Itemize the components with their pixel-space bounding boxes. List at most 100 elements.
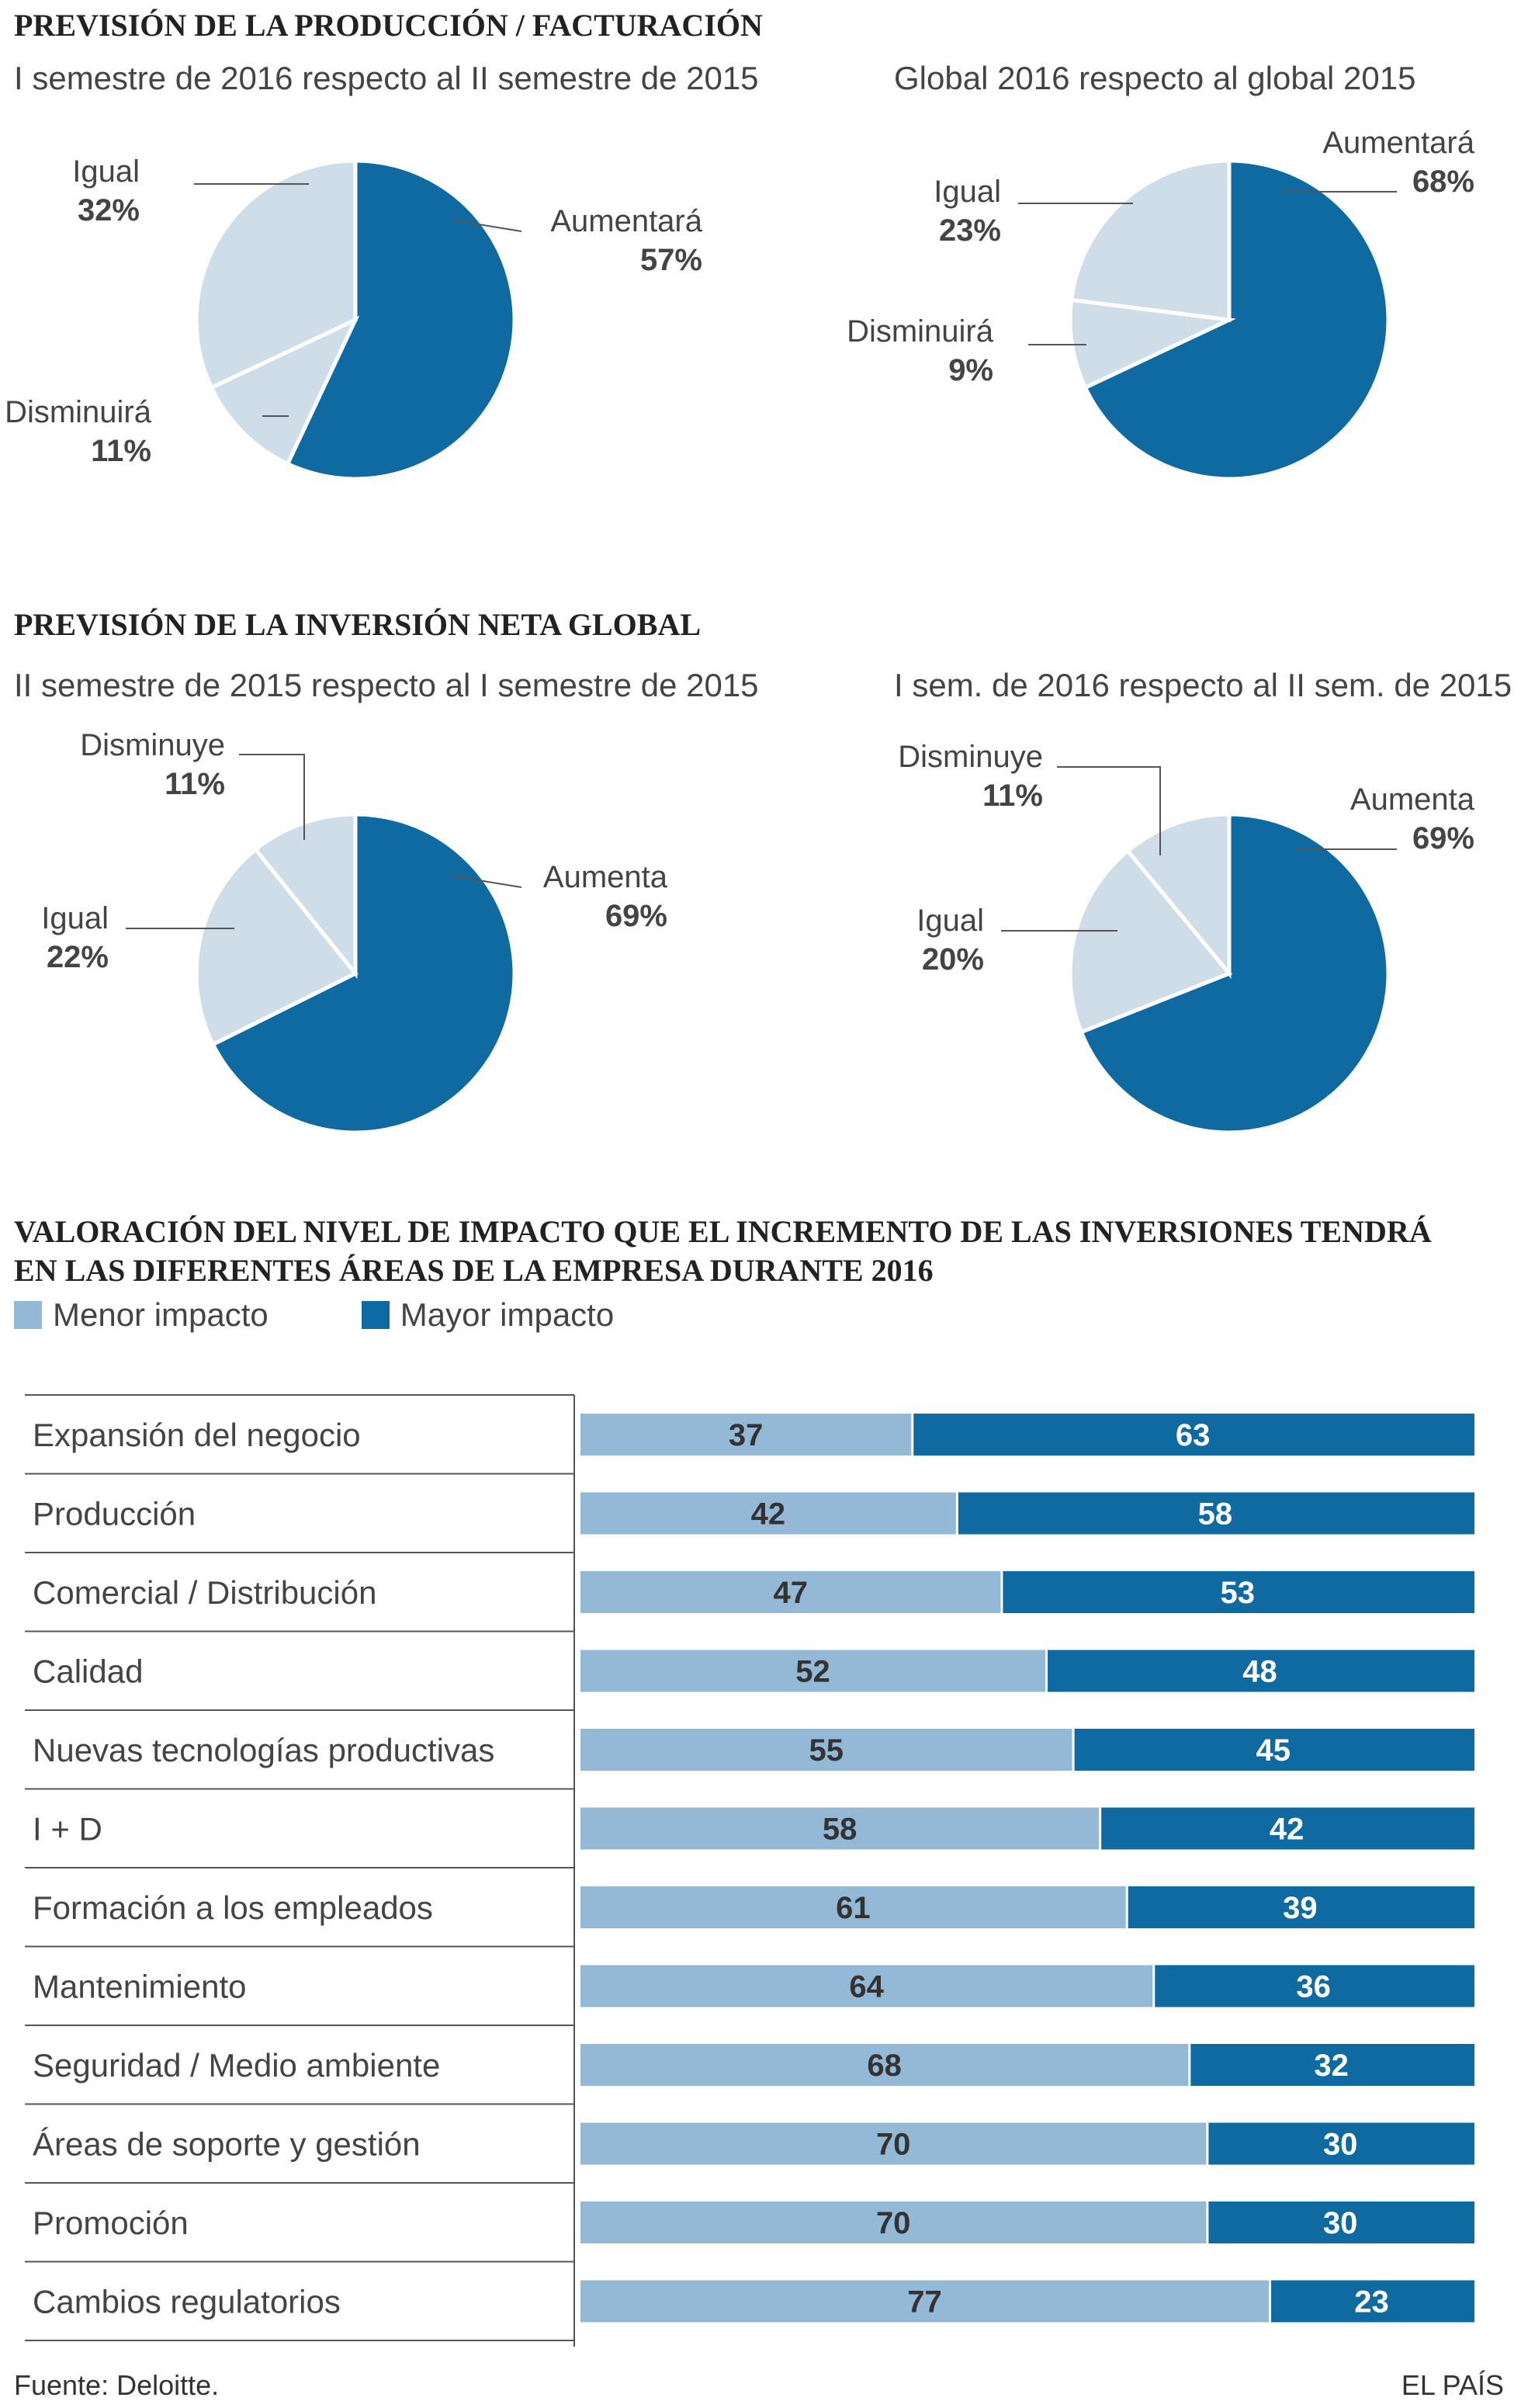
pie-3-label-disminuye: Disminuye bbox=[80, 728, 225, 762]
pie-2-label-aumentara: Aumentará bbox=[1322, 126, 1474, 160]
bar-value-minor: 64 bbox=[849, 1970, 884, 2004]
pie-1-slice-aumentara bbox=[285, 158, 517, 481]
bar-value-major: 45 bbox=[1256, 1733, 1291, 1768]
bar-major-impact bbox=[1271, 2280, 1474, 2323]
pie-2-value-aumentara: 68% bbox=[1412, 165, 1474, 199]
investment-left-subtitle: II semestre de 2015 respecto al I semest… bbox=[14, 667, 759, 703]
bar-value-minor: 70 bbox=[876, 2128, 911, 2162]
pie-2-label-disminuira: Disminuirá bbox=[847, 314, 994, 349]
pie-2-value-igual: 23% bbox=[939, 213, 1001, 248]
bar-value-major: 58 bbox=[1198, 1497, 1233, 1532]
legend-item-minor: Menor impacto bbox=[14, 1296, 269, 1334]
bar-row-expansion-del-negocio: Expansión del negocio 37 63 bbox=[25, 1414, 1474, 1475]
bar-minor-impact bbox=[580, 1729, 1072, 1771]
bar-value-minor: 58 bbox=[823, 1813, 858, 1847]
bar-major-impact bbox=[1074, 1729, 1474, 1771]
bar-value-major: 42 bbox=[1270, 1813, 1304, 1847]
bar-value-minor: 68 bbox=[867, 2049, 902, 2083]
bar-value-minor: 52 bbox=[795, 1655, 830, 1689]
bar-minor-impact bbox=[580, 1571, 1001, 1613]
row-label: Cambios regulatorios bbox=[33, 2284, 341, 2320]
bar-row-mantenimiento: Mantenimiento 64 36 bbox=[25, 1965, 1474, 2026]
pie-1-slice-igual bbox=[194, 158, 358, 390]
pie-1-value-igual: 32% bbox=[78, 193, 140, 227]
bar-value-major: 30 bbox=[1323, 2206, 1358, 2240]
pie-4-value-igual: 20% bbox=[922, 942, 984, 977]
bar-minor-impact bbox=[580, 1492, 956, 1535]
pie-1-value-aumentara: 57% bbox=[640, 243, 702, 277]
production-left-subtitle: I semestre de 2016 respecto al II semest… bbox=[14, 60, 759, 96]
bar-major-impact bbox=[913, 1414, 1474, 1456]
bar-row-produccion: Producción 42 58 bbox=[25, 1492, 1474, 1553]
pie-4-label-disminuye: Disminuye bbox=[898, 740, 1043, 774]
bar-row-i-d: I + D 58 42 bbox=[25, 1807, 1474, 1868]
impact-legend: Menor impacto Mayor impacto bbox=[14, 1296, 707, 1334]
pie-3-slice-igual bbox=[194, 846, 359, 1047]
pie-3-slice-aumenta bbox=[210, 812, 517, 1135]
pie-1-label-disminuira: Disminuirá bbox=[5, 395, 152, 429]
production-right-subtitle: Global 2016 respecto al global 2015 bbox=[894, 60, 1416, 96]
row-label: Áreas de soporte y gestión bbox=[33, 2126, 421, 2163]
pie-3-leader-aumenta bbox=[449, 875, 522, 888]
pie-4-label-aumenta: Aumenta bbox=[1350, 782, 1475, 817]
pie-1-leader-aumentara bbox=[449, 219, 522, 232]
bar-value-major: 53 bbox=[1220, 1576, 1255, 1610]
bar-value-major: 23 bbox=[1354, 2285, 1389, 2320]
bar-major-impact bbox=[1208, 2202, 1474, 2243]
brand-logo: EL PAÍS bbox=[1401, 2369, 1504, 2401]
row-label: Comercial / Distribución bbox=[33, 1574, 376, 1611]
legend-swatch-minor bbox=[14, 1301, 42, 1329]
bar-row-comercial-distribucion: Comercial / Distribución 47 53 bbox=[25, 1571, 1474, 1633]
pie-3-value-disminuye: 11% bbox=[165, 767, 225, 801]
pie-4-leader-disminuye bbox=[1057, 766, 1161, 855]
bar-value-minor: 42 bbox=[751, 1497, 786, 1532]
legend-label-major: Mayor impacto bbox=[400, 1296, 615, 1333]
legend-swatch-major bbox=[361, 1301, 390, 1329]
pie-1-label-igual: Igual bbox=[72, 154, 140, 189]
bar-row-seguridad-medio-ambiente: Seguridad / Medio ambiente 68 32 bbox=[25, 2044, 1474, 2105]
bar-major-impact bbox=[958, 1492, 1474, 1535]
bar-row-nuevas-tecnologias-productivas: Nuevas tecnologías productivas 55 45 bbox=[25, 1729, 1474, 1790]
legend-item-major: Mayor impacto bbox=[361, 1296, 615, 1334]
bar-minor-impact bbox=[580, 1965, 1153, 2007]
source-note: Fuente: Deloitte. bbox=[14, 2369, 220, 2401]
pie-2-slice-igual bbox=[1069, 158, 1232, 322]
row-label: Promoción bbox=[33, 2205, 189, 2241]
production-section-title: PREVISIÓN DE LA PRODUCCIÓN / FACTURACIÓN bbox=[14, 8, 763, 43]
row-label: Nuevas tecnologías productivas bbox=[33, 1732, 494, 1768]
pie-1-value-disminuira: 11% bbox=[91, 434, 151, 468]
bar-minor-impact bbox=[580, 2122, 1207, 2165]
bar-value-minor: 61 bbox=[836, 1891, 871, 1925]
pie-4-slice-disminuye bbox=[1124, 812, 1232, 979]
pie-chart-2: Aumentará 68% Disminuirá 9% Igual 23% bbox=[847, 126, 1475, 481]
pie-4-slice-aumenta bbox=[1079, 812, 1391, 1135]
impact-section-title-line2: EN LAS DIFERENTES ÁREAS DE LA EMPRESA DU… bbox=[14, 1253, 934, 1288]
row-label: Calidad bbox=[33, 1653, 143, 1690]
pie-2-value-disminuira: 9% bbox=[948, 353, 993, 387]
pie-3-value-igual: 22% bbox=[47, 940, 109, 974]
investment-section-title: PREVISIÓN DE LA INVERSIÓN NETA GLOBAL bbox=[14, 607, 702, 642]
bar-value-major: 32 bbox=[1314, 2049, 1349, 2083]
bar-row-calidad: Calidad 52 48 bbox=[25, 1650, 1474, 1711]
pie-charts: Aumentará 57% Disminuirá 11% Igual 32% Aumenta… bbox=[5, 126, 1475, 1135]
bar-major-impact bbox=[1048, 1650, 1474, 1692]
row-label: Formación a los empleados bbox=[33, 1889, 433, 1926]
legend-label-minor: Menor impacto bbox=[53, 1296, 269, 1333]
bar-value-minor: 55 bbox=[809, 1733, 844, 1768]
bar-value-major: 63 bbox=[1176, 1418, 1211, 1452]
bar-major-impact bbox=[1190, 2044, 1474, 2086]
row-label: Expansión del negocio bbox=[33, 1417, 361, 1453]
pie-4-label-igual: Igual bbox=[916, 904, 984, 938]
bar-value-minor: 47 bbox=[773, 1576, 808, 1610]
row-label: Producción bbox=[33, 1496, 196, 1532]
bar-major-impact bbox=[1155, 1965, 1474, 2007]
bar-minor-impact bbox=[580, 2202, 1207, 2243]
bar-row-formacion-a-los-empleados: Formación a los empleados 61 39 bbox=[25, 1886, 1474, 1948]
pie-3-leader-disminuye bbox=[239, 754, 305, 840]
impact-section-title-line1: VALORACIÓN DEL NIVEL DE IMPACTO QUE EL I… bbox=[14, 1214, 1432, 1249]
bar-value-minor: 70 bbox=[876, 2206, 911, 2240]
bar-value-minor: 77 bbox=[907, 2285, 942, 2320]
bar-major-impact bbox=[1208, 2122, 1474, 2165]
bar-major-impact bbox=[1128, 1886, 1474, 1928]
row-label: I + D bbox=[33, 1811, 102, 1848]
